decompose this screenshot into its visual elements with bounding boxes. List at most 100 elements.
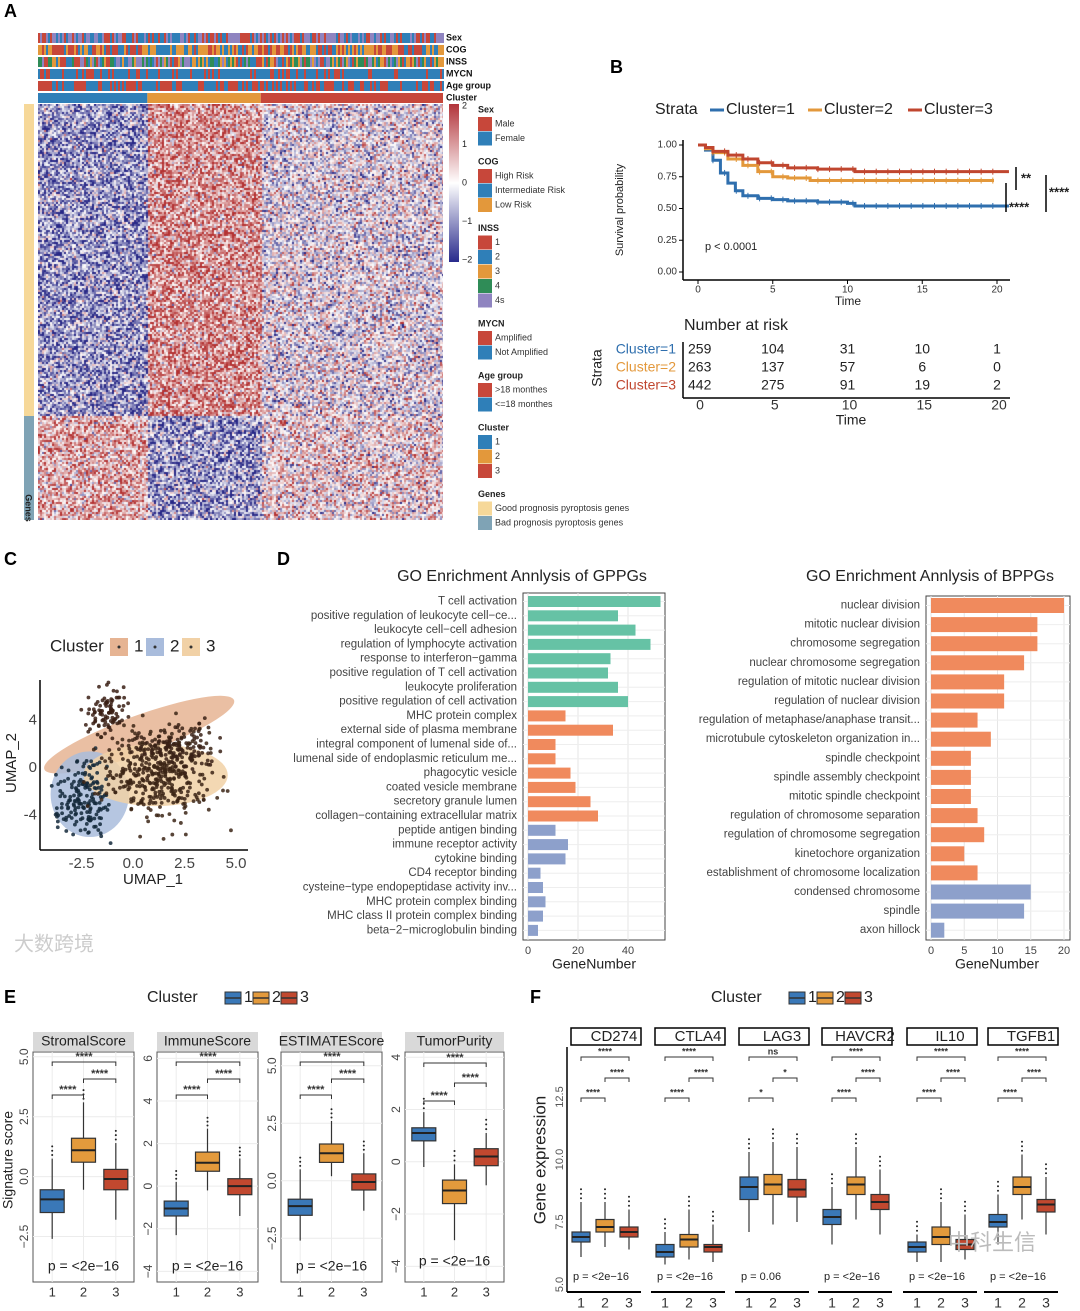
track-cell [320, 33, 322, 43]
track-cell [352, 69, 354, 79]
track-cell [240, 69, 242, 79]
x-tick-label: 1 [913, 1295, 921, 1311]
outlier [580, 1188, 582, 1191]
x-tick-label: 2 [769, 1295, 777, 1311]
track-cell [372, 81, 374, 91]
category-label: cytokine binding [435, 853, 517, 865]
track-label: INSS [446, 56, 467, 66]
umap-point [188, 757, 193, 761]
sig-label: **** [183, 1084, 201, 1096]
track-cell [198, 45, 200, 55]
x-axis-label: GeneNumber [955, 956, 1039, 972]
track-cell [338, 33, 340, 43]
umap-point [151, 796, 156, 801]
track-cell [42, 33, 44, 43]
outlier [831, 1177, 833, 1180]
track-cell [210, 57, 212, 67]
umap-point [170, 756, 175, 760]
legend-item: High Risk [495, 170, 534, 180]
track-cell [40, 69, 42, 79]
track-cell [284, 57, 286, 67]
track-cell [168, 81, 170, 91]
track-cell [438, 33, 440, 43]
track-cell [414, 45, 416, 55]
track-cell [360, 33, 362, 43]
umap-point [135, 736, 139, 740]
track-cell [400, 33, 402, 43]
track-cell [192, 57, 194, 67]
track-cell [196, 33, 198, 43]
track-cell [134, 45, 136, 55]
track-cell [382, 33, 384, 43]
umap-point [58, 779, 63, 784]
track-cell [166, 57, 168, 67]
umap-point [62, 794, 67, 799]
category-label: MHC class II protein complex binding [327, 910, 517, 922]
track-cell [428, 57, 430, 67]
track-cell [64, 81, 66, 91]
legend-item: 2 [495, 251, 500, 261]
track-cell [68, 69, 70, 79]
umap-point [198, 733, 203, 737]
track-cell [66, 45, 68, 55]
track-cell [90, 33, 92, 43]
sig-label: **** [1009, 199, 1030, 214]
track-cell [158, 69, 160, 79]
track-cell [356, 57, 358, 67]
y-tick-label: 5.0 [17, 1048, 31, 1065]
track-cell [392, 69, 394, 79]
track-cell [248, 33, 250, 43]
track-cell [334, 57, 336, 67]
track-cell [270, 57, 272, 67]
track-cell [376, 57, 378, 67]
facet-title: TGFB1 [1007, 1028, 1055, 1045]
legend-item: 3 [206, 636, 215, 655]
track-cell [144, 69, 146, 79]
umap-point [193, 726, 197, 731]
track-cell [124, 81, 126, 91]
track-cell [62, 33, 64, 43]
track-cell [440, 81, 442, 91]
track-cell [434, 45, 436, 55]
track-cell [164, 57, 166, 67]
track-cell [346, 81, 348, 91]
track-cell [134, 81, 136, 91]
legend-swatch [478, 293, 492, 308]
umap-point [184, 741, 189, 746]
facet-title: HAVCR2 [835, 1028, 895, 1045]
track-cell [348, 81, 350, 91]
track-cell [438, 69, 440, 79]
legend-title: Sex [478, 104, 494, 114]
x-tick-label: 0 [525, 945, 531, 957]
track-cell [430, 33, 432, 43]
legend-item: 2 [836, 989, 845, 1006]
track-cell [200, 69, 202, 79]
track-cell [402, 57, 404, 67]
umap-point [93, 719, 97, 724]
track-cell [46, 81, 48, 91]
legend-item: 4s [495, 295, 505, 305]
outlier [299, 1164, 302, 1167]
track-cell [252, 45, 254, 55]
track-cell [202, 69, 204, 79]
umap-point [122, 695, 127, 700]
box [441, 1179, 468, 1205]
track-cell [328, 81, 330, 91]
track-cell [224, 69, 226, 79]
track-cell [72, 45, 74, 55]
risk-value: 0 [993, 359, 1001, 375]
track-cell [296, 69, 298, 79]
umap-point [73, 808, 77, 813]
track-cell [80, 33, 82, 43]
track-cell [154, 69, 156, 79]
umap-point [107, 756, 112, 761]
track-cell [70, 33, 72, 43]
track-cell [48, 81, 50, 91]
track-cell [254, 57, 256, 67]
track-cell [166, 81, 168, 91]
umap-point [87, 773, 92, 777]
annotation-track-age-group: Age group [38, 80, 491, 91]
track-cell [426, 57, 428, 67]
umap-point [106, 782, 111, 787]
